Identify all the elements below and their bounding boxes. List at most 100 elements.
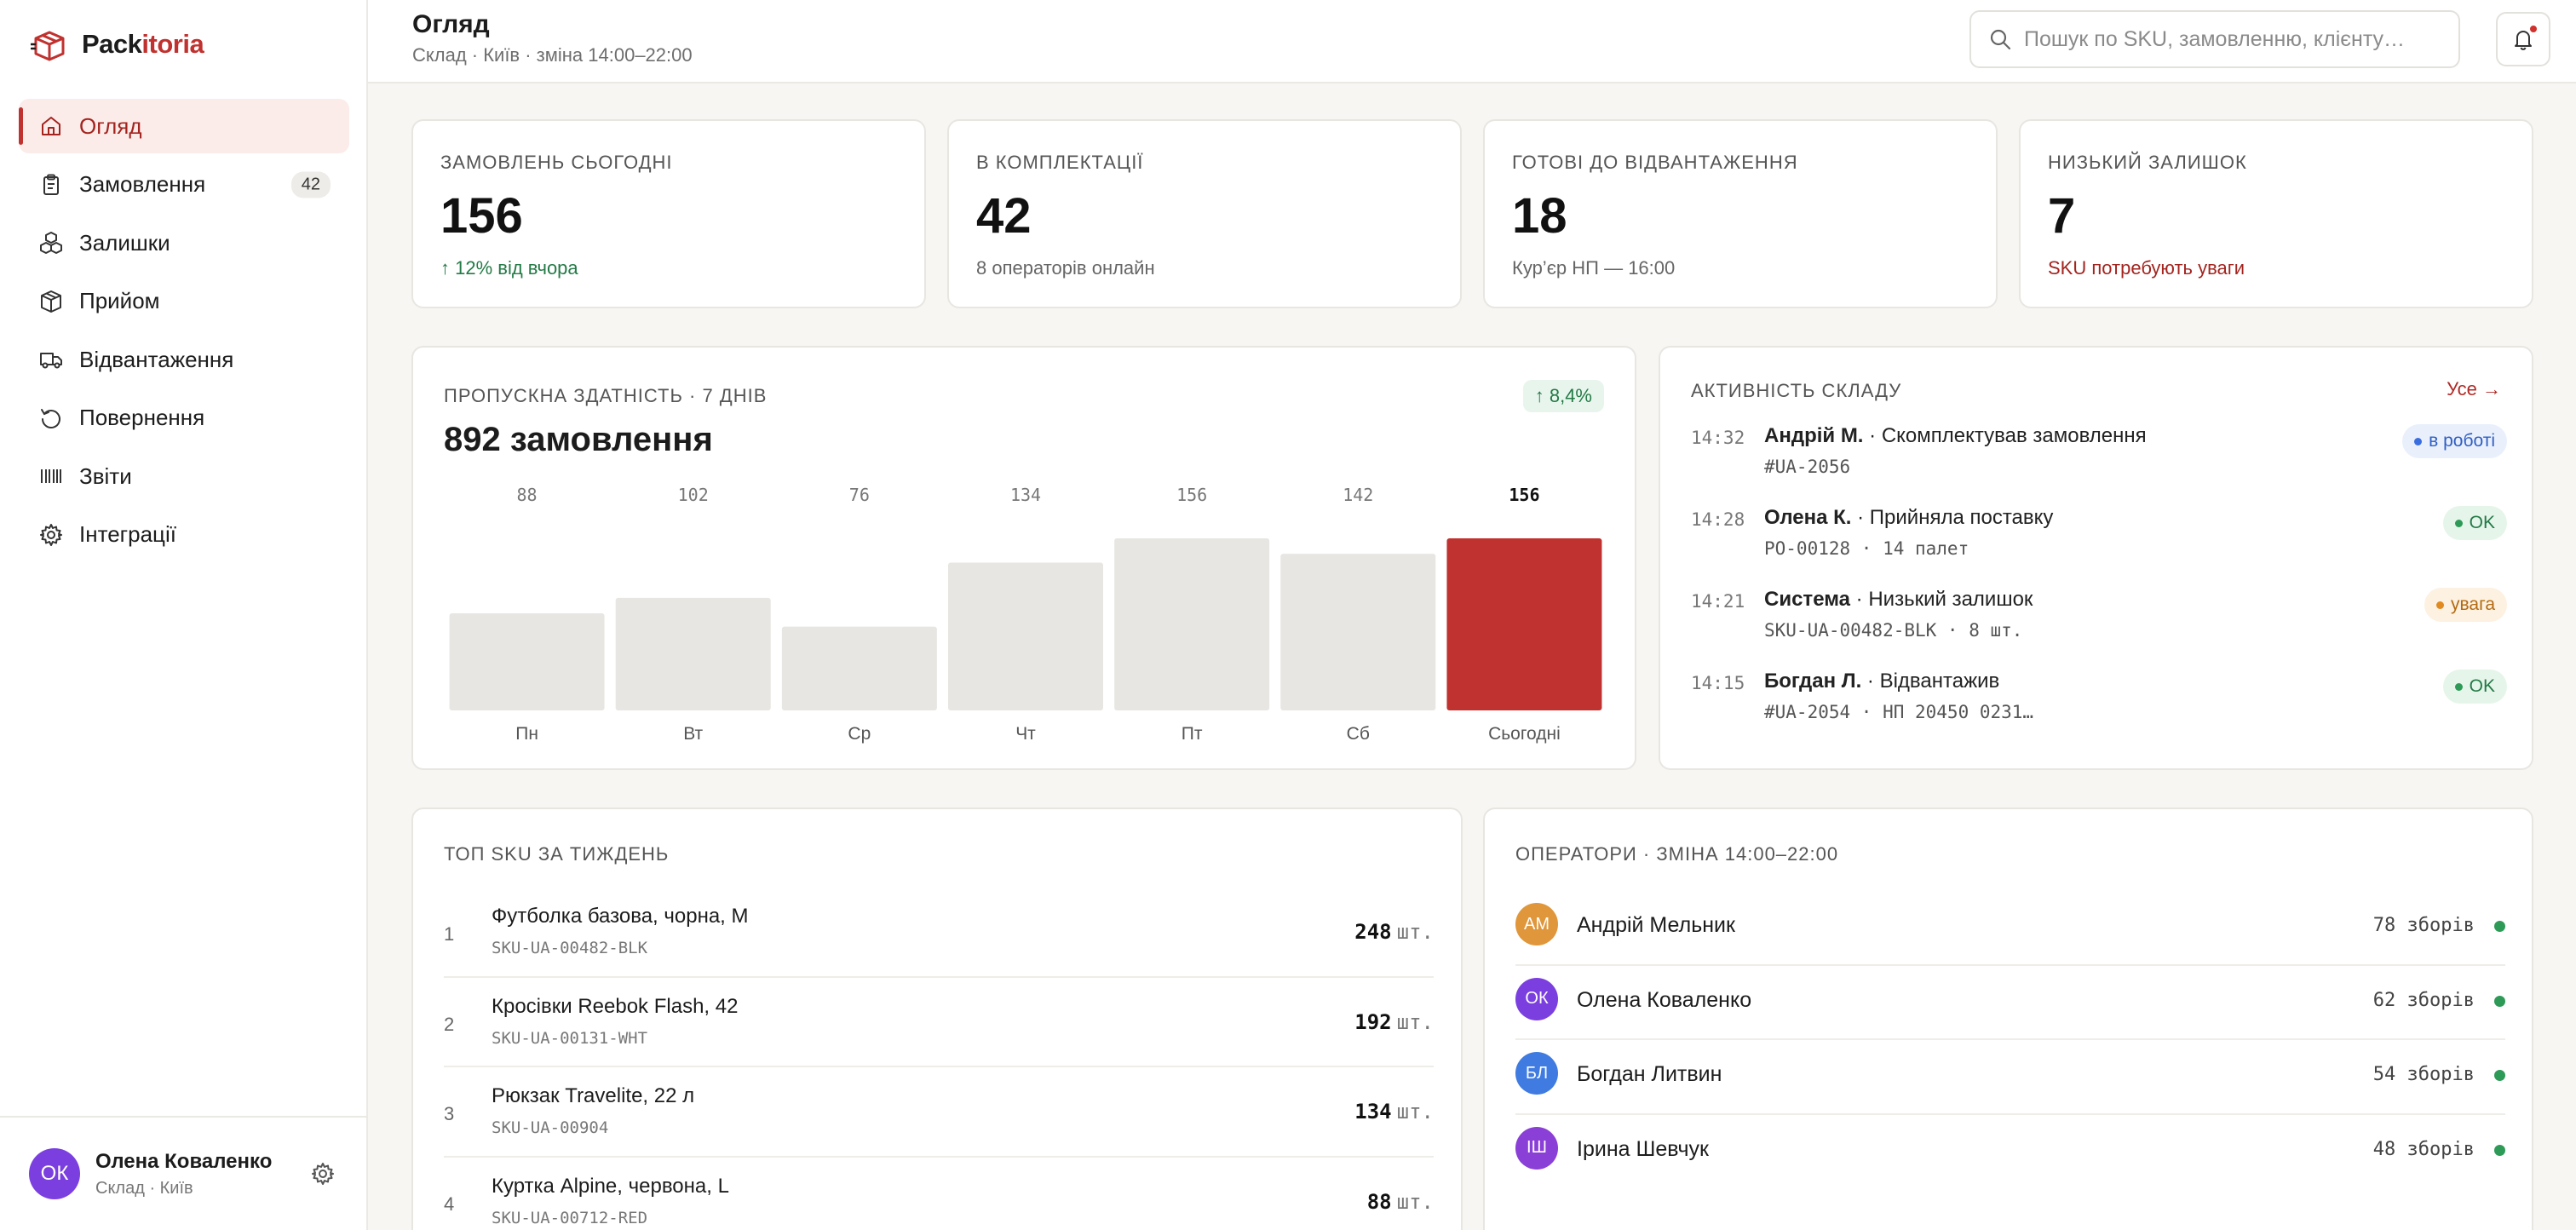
operator-name: Богдан Литвин (1577, 1062, 1722, 1086)
chart-value-label: 88 (517, 485, 538, 505)
boxes-icon (37, 229, 65, 256)
sku-rank: 3 (444, 1103, 455, 1124)
sidebar-item-reports[interactable]: Звіти (19, 449, 349, 503)
status-text: увага (2451, 595, 2495, 614)
list-item[interactable]: 3 Рюкзак Travelite, 22 л SKU-UA-00904 13… (444, 1067, 1434, 1158)
sidebar-item-label: Інтеграції (79, 521, 176, 547)
top-sku-list: 1 Футболка базова, чорна, M SKU-UA-00482… (444, 888, 1434, 1230)
throughput-bar-chart: 88 Пн 102 Вт 76 Ср 134 Чт 156 Пт 142 Сб 156 Сьогодні (449, 485, 1602, 744)
activity-item[interactable]: 14:15 Богдан Л. · Відвантажив #UA-2054 ·… (1691, 670, 2507, 751)
settings-gear-icon[interactable] (310, 1161, 336, 1187)
truck-icon (37, 346, 65, 373)
logo-text: Packitoria (82, 29, 204, 59)
sku-quantity: 134 шт. (1354, 1100, 1434, 1124)
sku-qty-unit: шт. (1396, 1100, 1434, 1124)
activity-detail: PO-00128 · 14 палет (1764, 538, 1969, 559)
sku-name: Кросівки Reebok Flash, 42 (492, 994, 739, 1018)
activity-item[interactable]: 14:32 Андрій М. · Скомплектував замовлен… (1691, 424, 2507, 506)
status-dot (2454, 682, 2463, 691)
sidebar-item-returns[interactable]: Повернення (19, 391, 349, 445)
chart-bar[interactable] (1114, 538, 1270, 710)
activity-time: 14:21 (1691, 591, 1745, 612)
kpi-label: Готові до відвантаження (1512, 152, 1798, 173)
clipboard-icon (37, 171, 65, 198)
chart-bar[interactable] (1280, 554, 1436, 710)
status-badge: в роботі (2402, 424, 2507, 458)
sku-code: SKU-UA-00482-BLK (492, 939, 648, 957)
activity-actor: Олена К. (1764, 506, 1852, 529)
operator-picks: 54 зборів (2372, 1064, 2475, 1085)
chart-category-label: Пт (1182, 724, 1203, 744)
avatar: ІШ (1515, 1126, 1558, 1170)
chart-bar[interactable] (1446, 538, 1602, 710)
notifications-button[interactable] (2496, 12, 2550, 66)
status-text: OK (2469, 513, 2495, 532)
chart-category-label: Сб (1347, 724, 1370, 744)
activity-item[interactable]: 14:21 Система · Низький залишок SKU-UA-0… (1691, 588, 2507, 670)
sidebar-item-overview[interactable]: Огляд (19, 99, 349, 153)
chart-category-label: Сьогодні (1488, 724, 1561, 744)
chart-bar[interactable] (948, 562, 1103, 710)
sidebar-item-label: Прийом (79, 288, 160, 313)
activity-text: Олена К. · Прийняла поставку (1764, 506, 2053, 530)
sidebar-item-shipping[interactable]: Відвантаження (19, 332, 349, 387)
current-user[interactable]: ОК Олена Коваленко Склад · Київ (0, 1116, 366, 1230)
operator-row[interactable]: ОК Олена Коваленко 62 зборів (1515, 966, 2505, 1040)
sidebar-item-stock[interactable]: Залишки (19, 216, 349, 270)
sku-qty-unit: шт. (1396, 1189, 1434, 1214)
user-name: Олена Коваленко (95, 1149, 273, 1173)
kpi-note: SKU потребують уваги (2048, 257, 2245, 279)
chart-category-label: Вт (683, 724, 703, 744)
list-item[interactable]: 2 Кросівки Reebok Flash, 42 SKU-UA-00131… (444, 978, 1434, 1067)
activity-item[interactable]: 14:28 Олена К. · Прийняла поставку PO-00… (1691, 506, 2507, 588)
operator-row[interactable]: ІШ Ірина Шевчук 48 зборів (1515, 1115, 2505, 1190)
sku-rank: 1 (444, 923, 455, 945)
operator-row[interactable]: АМ Андрій Мельник 78 зборів (1515, 891, 2505, 966)
chart-category-label: Чт (1015, 724, 1036, 744)
status-dot (2454, 519, 2463, 527)
logo[interactable]: Packitoria (31, 26, 204, 63)
sidebar-item-integrations[interactable]: Інтеграції (19, 508, 349, 562)
sku-code: SKU-UA-00904 (492, 1118, 609, 1137)
sku-qty-value: 134 (1354, 1100, 1392, 1124)
sku-code: SKU-UA-00131-WHT (492, 1028, 648, 1048)
activity-action: · Низький залишок (1850, 588, 2033, 611)
status-text: OK (2469, 676, 2495, 696)
kpi-label: Замовлень сьогодні (440, 152, 673, 173)
chart-bar[interactable] (449, 613, 605, 710)
chart-bar[interactable] (615, 597, 771, 710)
sku-qty-unit: шт. (1396, 1009, 1434, 1034)
search-box[interactable] (1969, 10, 2460, 68)
sidebar-item-label: Замовлення (79, 171, 206, 197)
online-status-dot (2494, 1144, 2505, 1156)
sku-quantity: 248 шт. (1354, 920, 1434, 944)
sku-quantity: 192 шт. (1354, 1010, 1434, 1034)
sidebar-item-orders[interactable]: Замовлення 42 (19, 158, 349, 212)
kpi-card-orders-today: Замовлень сьогодні 156 ↑ 12% від вчора (411, 119, 926, 308)
chart-value-label: 156 (1509, 485, 1539, 505)
list-item[interactable]: 4 Куртка Alpine, червона, L SKU-UA-00712… (444, 1158, 1434, 1230)
avatar: ОК (29, 1148, 80, 1199)
kpi-value: 18 (1512, 188, 1567, 244)
operator-row[interactable]: БЛ Богдан Литвин 54 зборів (1515, 1040, 2505, 1115)
throughput-total: 892 замовлення (444, 421, 713, 458)
kpi-note: Кур’єр НП — 16:00 (1512, 257, 1676, 279)
status-dot (2436, 601, 2445, 609)
operators-list: АМ Андрій Мельник 78 зборів ОК Олена Ков… (1515, 891, 2505, 1189)
top-sku-card: Топ SKU за тиждень 1 Футболка базова, чо… (411, 808, 1463, 1230)
sidebar: Packitoria Огляд Замовлення 42 Залишки (0, 0, 368, 1230)
package-icon (37, 288, 65, 315)
list-item[interactable]: 1 Футболка базова, чорна, M SKU-UA-00482… (444, 888, 1434, 978)
activity-time: 14:28 (1691, 509, 1745, 530)
sidebar-item-label: Огляд (79, 112, 142, 139)
activity-action: · Скомплектував замовлення (1863, 424, 2147, 447)
search-input[interactable] (2024, 26, 2433, 52)
chart-bar[interactable] (781, 626, 937, 710)
throughput-delta-badge: ↑ 8,4% (1522, 380, 1604, 412)
activity-text: Андрій М. · Скомплектував замовлення (1764, 424, 2147, 448)
bell-icon (2515, 31, 2532, 50)
sidebar-item-receiving[interactable]: Прийом (19, 274, 349, 329)
operators-title: Оператори · зміна 14:00–22:00 (1515, 843, 1839, 865)
activity-see-all-link[interactable]: Усе → (2447, 378, 2501, 399)
avatar: АМ (1515, 903, 1558, 945)
